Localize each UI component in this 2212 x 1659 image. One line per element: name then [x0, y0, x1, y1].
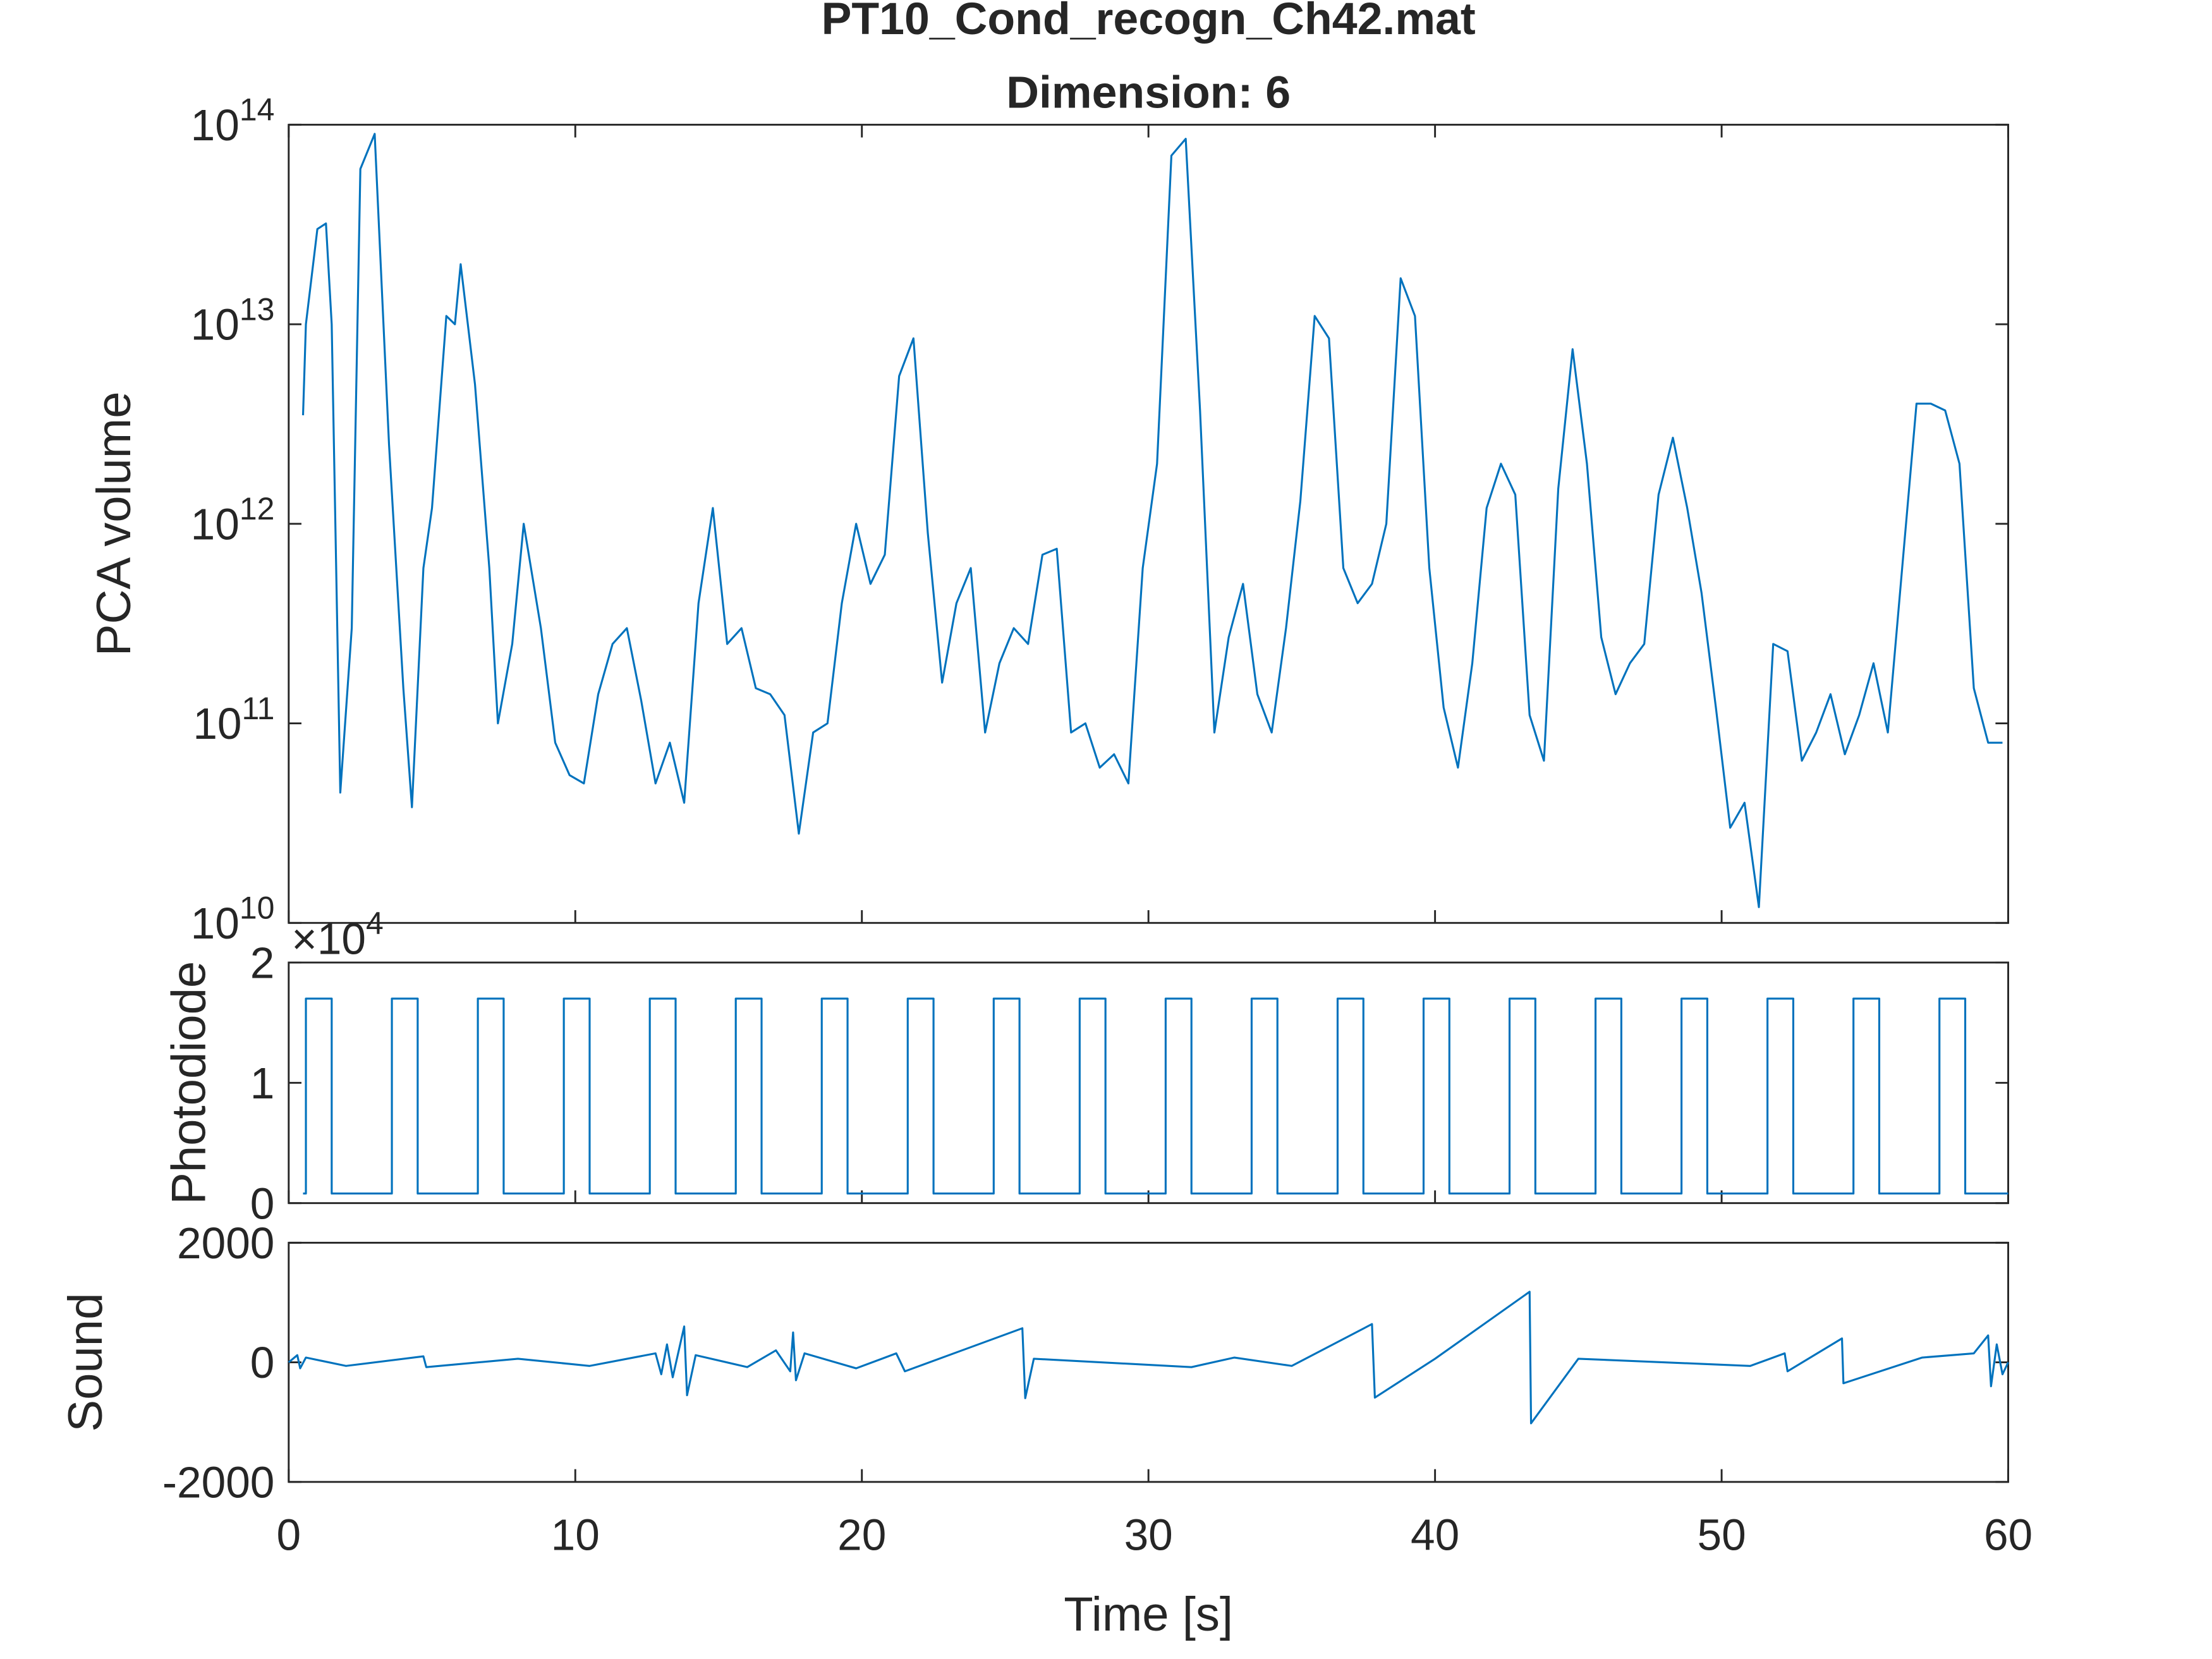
data-line: [301, 133, 2003, 908]
data-line: [288, 1291, 2009, 1425]
chart-title: PT10_Cond_recogn_Ch42.mat: [822, 0, 1476, 44]
chart-subtitle: Dimension: 6: [1006, 67, 1291, 118]
x-tick-label: 20: [837, 1510, 886, 1559]
y-tick-label: 2: [250, 939, 275, 988]
y-tick-label: 0: [250, 1179, 275, 1228]
x-tick-label: 40: [1411, 1510, 1459, 1559]
data-line: [303, 997, 2008, 1195]
y-axis-label: PCA volume: [87, 391, 141, 656]
y-exponent-label: ×104: [291, 906, 384, 963]
x-tick-label: 30: [1124, 1510, 1173, 1559]
axes-box: [288, 1241, 2009, 1483]
y-tick-label: -2000: [162, 1457, 275, 1507]
y-axis-label: Sound: [59, 1293, 112, 1432]
x-axis-label: Time [s]: [1064, 1588, 1233, 1641]
y-tick-label: 1013: [191, 291, 275, 349]
x-tick-label: 50: [1697, 1510, 1746, 1559]
x-tick-label: 10: [551, 1510, 600, 1559]
y-tick-label: 1014: [191, 92, 275, 150]
y-tick-label: 1010: [191, 890, 275, 948]
axes-box: [288, 961, 2009, 1205]
y-tick-label: 1012: [191, 491, 275, 549]
y-axis-label: Photodiode: [162, 961, 216, 1205]
y-tick-label: 1: [250, 1059, 275, 1108]
x-tick-label: 60: [1984, 1510, 2033, 1559]
y-tick-label: 1011: [193, 691, 274, 748]
y-tick-label: 2000: [177, 1218, 274, 1268]
x-tick-label: 0: [277, 1510, 301, 1559]
y-tick-label: 0: [250, 1338, 275, 1387]
